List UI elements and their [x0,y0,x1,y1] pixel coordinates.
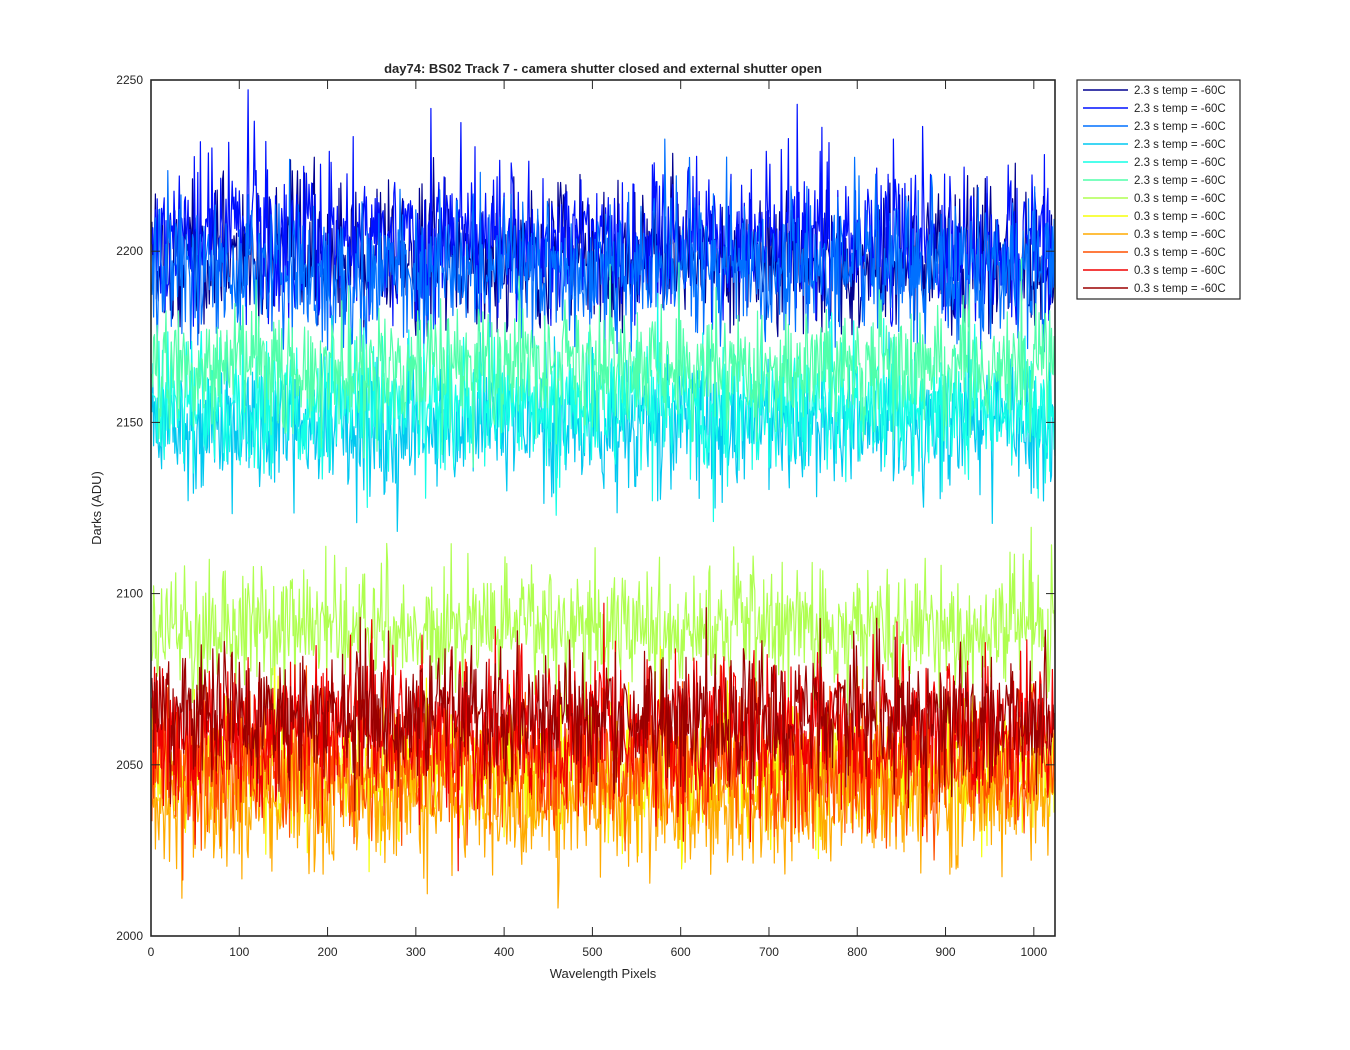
x-tick-label: 1000 [1020,945,1047,959]
legend-label: 2.3 s temp = -60C [1134,103,1226,115]
legend-label: 0.3 s temp = -60C [1134,211,1226,223]
legend-label: 2.3 s temp = -60C [1134,175,1226,187]
legend-label: 0.3 s temp = -60C [1134,265,1226,277]
y-axis-label: Darks (ADU) [89,471,104,545]
series-line-2 [151,89,1056,327]
series-layer [151,89,1056,909]
legend-label: 2.3 s temp = -60C [1134,139,1226,151]
y-tick-label: 2200 [116,244,143,258]
legend-entries: 2.3 s temp = -60C 2.3 s temp = -60C 2.3 s … [1083,85,1226,295]
legend-box [1076,79,1241,300]
x-tick-label: 300 [406,945,426,959]
y-tick-label: 2050 [116,758,143,772]
x-tick-label: 800 [847,945,867,959]
x-tick-label: 900 [936,945,956,959]
legend: 2.3 s temp = -60C 2.3 s temp = -60C 2.3 s … [1076,79,1241,300]
y-axis-ticks: 2000 2050 2100 2150 2200 2250 [116,73,1055,943]
x-tick-label: 700 [759,945,779,959]
y-tick-label: 2100 [116,587,143,601]
x-axis-label: Wavelength Pixels [550,966,657,981]
series-line-10 [151,658,1056,881]
series-line-12 [151,607,1056,815]
x-tick-label: 500 [582,945,602,959]
series-line-4 [151,331,1056,532]
y-tick-label: 2250 [116,73,143,87]
x-tick-label: 0 [148,945,155,959]
legend-label: 0.3 s temp = -60C [1134,247,1226,259]
y-tick-label: 2000 [116,929,143,943]
x-tick-label: 100 [229,945,249,959]
y-tick-label: 2150 [116,415,143,429]
x-tick-label: 400 [494,945,514,959]
plot-area-frame [150,79,1056,937]
chart-title: day74: BS02 Track 7 - camera shutter clo… [384,61,822,76]
legend-label: 0.3 s temp = -60C [1134,193,1226,205]
x-tick-label: 200 [318,945,338,959]
legend-label: 0.3 s temp = -60C [1134,229,1226,241]
legend-label: 2.3 s temp = -60C [1134,85,1226,97]
legend-label: 2.3 s temp = -60C [1134,157,1226,169]
x-axis-ticks: 0 100 200 300 400 500 600 700 800 900 1000 [148,80,1047,959]
legend-label: 0.3 s temp = -60C [1134,283,1226,295]
series-line-6 [151,258,1056,468]
x-tick-label: 600 [671,945,691,959]
series-line-3 [151,138,1056,354]
legend-label: 2.3 s temp = -60C [1134,121,1226,133]
